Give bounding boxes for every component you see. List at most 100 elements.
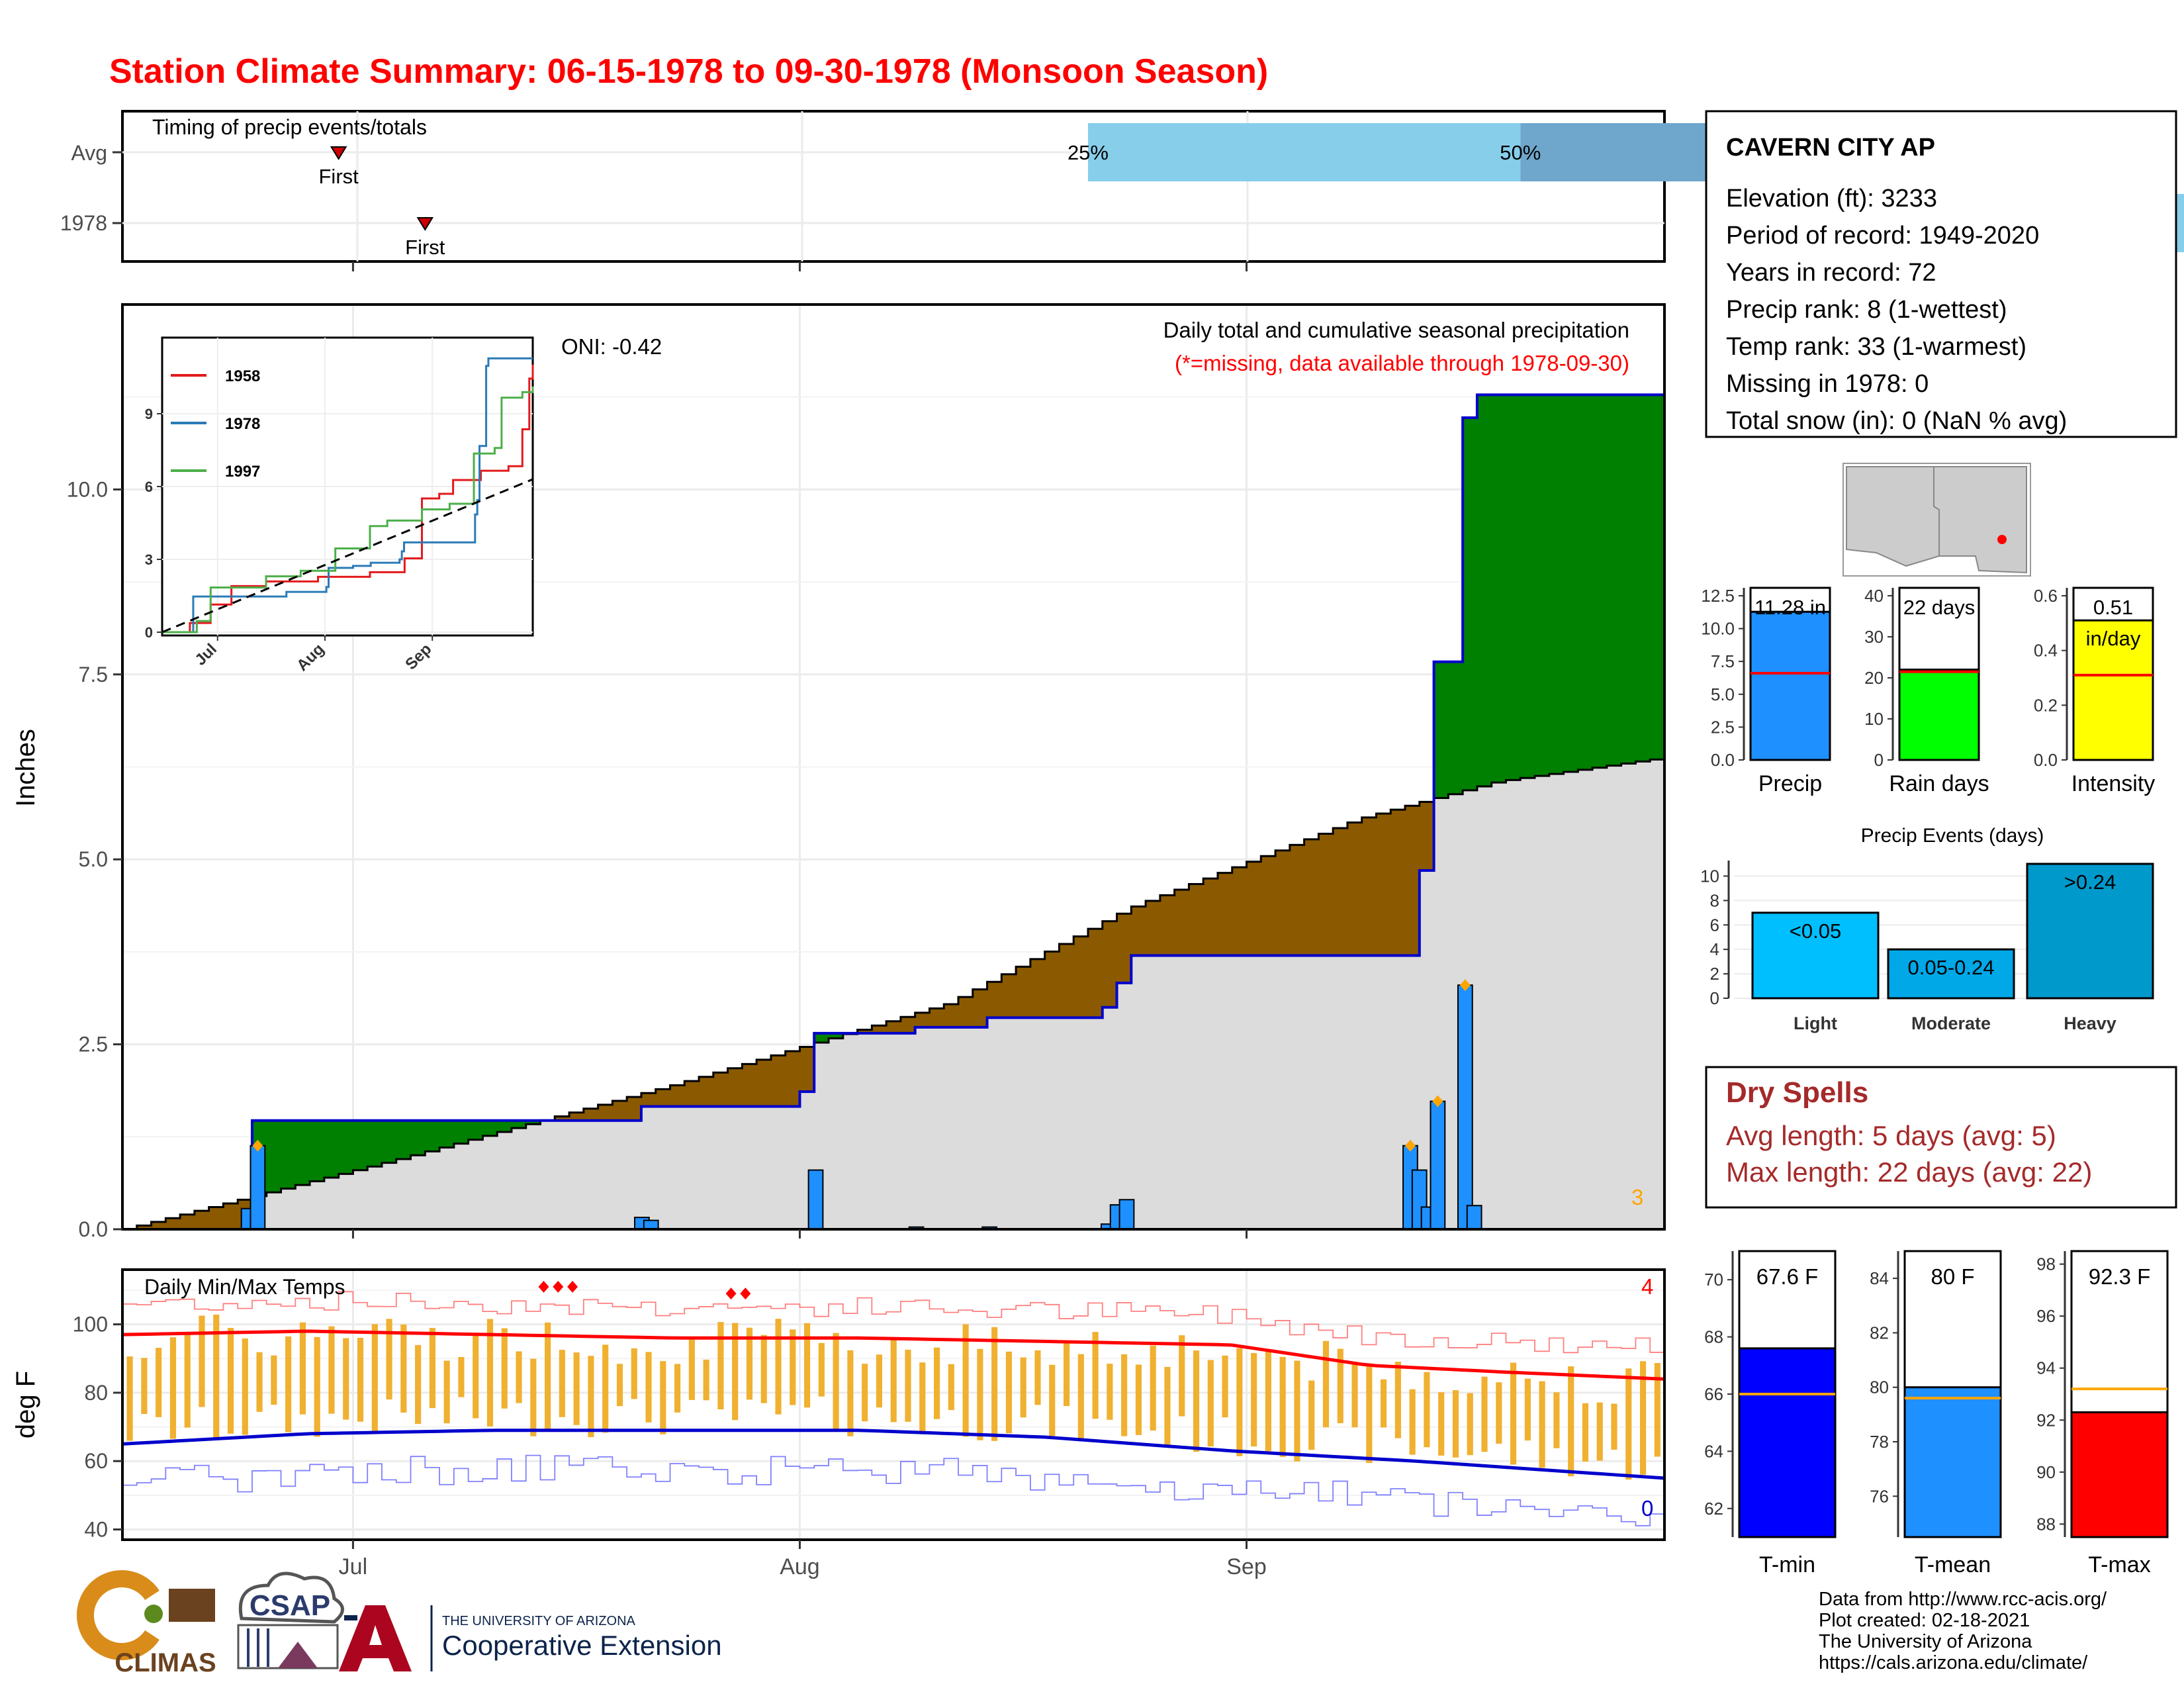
inset-ytick-2: 6 <box>145 479 153 495</box>
temp-bar-67 <box>1092 1332 1099 1419</box>
events-tick-4: 8 <box>1710 890 1719 910</box>
ua-line1: THE UNIVERSITY OF ARIZONA <box>442 1614 636 1628</box>
record-max-line <box>122 1291 1664 1354</box>
temp-bar-46 <box>790 1329 796 1405</box>
temp-bar-89 <box>1409 1389 1416 1455</box>
temp-bar-58 <box>962 1324 969 1437</box>
temp-bar-5 <box>199 1315 205 1407</box>
temp-bar-88 <box>1394 1362 1401 1438</box>
temp-bar-63 <box>1034 1350 1041 1405</box>
temp-summary-tick-2-1: 90 <box>2036 1462 2056 1482</box>
temp-bar-87 <box>1381 1379 1387 1428</box>
ua-logo: THE UNIVERSITY OF ARIZONA Cooperative Ex… <box>339 1605 722 1671</box>
oni-value: ONI: -0.42 <box>561 334 662 359</box>
daily-precip-bar-15 <box>1466 1205 1482 1231</box>
inset-line-1997 <box>162 386 534 633</box>
temp-bar-65 <box>1063 1340 1070 1407</box>
dry-spells-max: Max length: 22 days (avg: 22) <box>1726 1156 2092 1188</box>
precip-ytick-1: 2.5 <box>79 1033 108 1056</box>
temp-bar-2 <box>156 1348 162 1417</box>
precip-ytick-3: 7.5 <box>79 663 108 686</box>
inset-ytick-0: 0 <box>145 624 153 641</box>
summary-tick-0-5: 12.5 <box>1701 586 1735 606</box>
temp-bar-22 <box>443 1360 450 1424</box>
temp-bar-100 <box>1568 1366 1574 1477</box>
temp-summary-tick-2-2: 92 <box>2036 1410 2056 1430</box>
ua-line2: Cooperative Extension <box>442 1630 722 1661</box>
temp-bar-29 <box>545 1322 551 1432</box>
temp-summary-label-T-mean: T-mean <box>1915 1552 1991 1577</box>
temp-summary-bar-T-max <box>2070 1411 2169 1538</box>
credit-line-1: Plot created: 02-18-2021 <box>1819 1610 2030 1631</box>
timing-avg-q25-q50 <box>1087 123 1521 181</box>
temp-bar-40 <box>703 1359 709 1401</box>
temp-bar-101 <box>1582 1403 1589 1462</box>
daily-precip-bar-4 <box>807 1169 824 1231</box>
temp-ytick-2: 80 <box>84 1381 108 1405</box>
temp-bar-54 <box>905 1350 911 1422</box>
temp-summary-tick-0-1: 64 <box>1704 1441 1723 1461</box>
daily-precip-extreme-10 <box>1404 1139 1416 1152</box>
temp-bar-99 <box>1553 1392 1560 1448</box>
daily-precip-extreme-1 <box>252 1139 263 1152</box>
summary-value-Precip: 11.28 in <box>1754 596 1826 619</box>
temp-bar-8 <box>242 1338 248 1435</box>
temp-ylabel: deg F <box>11 1371 40 1438</box>
temp-bar-41 <box>717 1322 724 1410</box>
temp-summary-label-T-min: T-min <box>1759 1552 1815 1577</box>
temp-summary-tick-1-2: 80 <box>1870 1378 1889 1397</box>
temp-bar-76 <box>1222 1355 1228 1418</box>
temp-summary-tick-0-0: 62 <box>1704 1499 1723 1519</box>
temp-bar-31 <box>573 1352 580 1425</box>
temp-count-low: 0 <box>1641 1496 1653 1521</box>
year-cumulative-line <box>122 393 1664 1231</box>
record-high-marker-2 <box>567 1280 578 1293</box>
station-line-4: Temp rank: 33 (1-warmest) <box>1726 333 2026 361</box>
station-line-3: Precip rank: 8 (1-wettest) <box>1726 296 2007 324</box>
summary-bar-Rain days <box>1898 669 1980 761</box>
summary-label-Precip: Precip <box>1758 771 1822 796</box>
temp-bar-19 <box>400 1324 407 1413</box>
temp-bar-14 <box>328 1326 335 1414</box>
summary-bars: 0.0 2.5 5.0 7.5 10.0 12.5 11.28 in Precip 0 10 20 3… <box>1701 586 2155 796</box>
temp-bar-82 <box>1308 1380 1315 1450</box>
record-high-marker-3 <box>725 1288 737 1300</box>
temp-bar-59 <box>977 1348 983 1440</box>
daily-precip-extreme-14 <box>1459 979 1471 992</box>
events-tick-1: 2 <box>1710 964 1719 984</box>
temp-bar-94 <box>1481 1376 1488 1452</box>
record-min-line <box>122 1454 1664 1526</box>
temp-bar-95 <box>1496 1382 1502 1444</box>
station-line-0: Elevation (ft): 3233 <box>1726 185 1937 212</box>
temp-bar-0 <box>126 1356 133 1441</box>
event-bar-Moderate <box>1887 948 2015 1000</box>
summary-label-Intensity: Intensity <box>2071 771 2156 796</box>
temp-bar-92 <box>1452 1390 1459 1458</box>
temp-bar-68 <box>1107 1364 1113 1420</box>
temp-bar-36 <box>645 1352 652 1423</box>
temp-bar-1 <box>141 1358 148 1415</box>
temp-summary-tick-2-4: 96 <box>2036 1306 2056 1326</box>
inset-legend-1978: 1978 <box>225 415 260 433</box>
temp-bar-56 <box>933 1347 940 1419</box>
temp-bar-48 <box>818 1342 825 1397</box>
temp-bar-72 <box>1164 1366 1171 1448</box>
temp-bar-106 <box>1654 1363 1661 1457</box>
temp-bar-77 <box>1236 1348 1243 1456</box>
month-label-Sep: Sep <box>1226 1554 1267 1579</box>
temp-summary-bar-T-mean <box>1903 1386 2002 1538</box>
precip-ytick-2: 5.0 <box>79 847 108 871</box>
temp-summary-tick-1-0: 76 <box>1870 1486 1889 1506</box>
avg-cumulative-line <box>122 758 1664 1231</box>
temp-bar-80 <box>1279 1356 1286 1457</box>
inset-legend-1958: 1958 <box>225 367 260 385</box>
event-label-Moderate: Moderate <box>1911 1013 1991 1033</box>
record-high-marker-1 <box>553 1280 564 1293</box>
temp-bar-35 <box>631 1348 637 1399</box>
temp-bar-24 <box>473 1333 479 1419</box>
temp-bar-104 <box>1625 1368 1632 1480</box>
temp-bar-9 <box>256 1352 263 1412</box>
events-tick-3: 6 <box>1710 915 1719 935</box>
events-tick-2: 4 <box>1710 939 1719 959</box>
avg-max-line <box>122 1329 1665 1381</box>
